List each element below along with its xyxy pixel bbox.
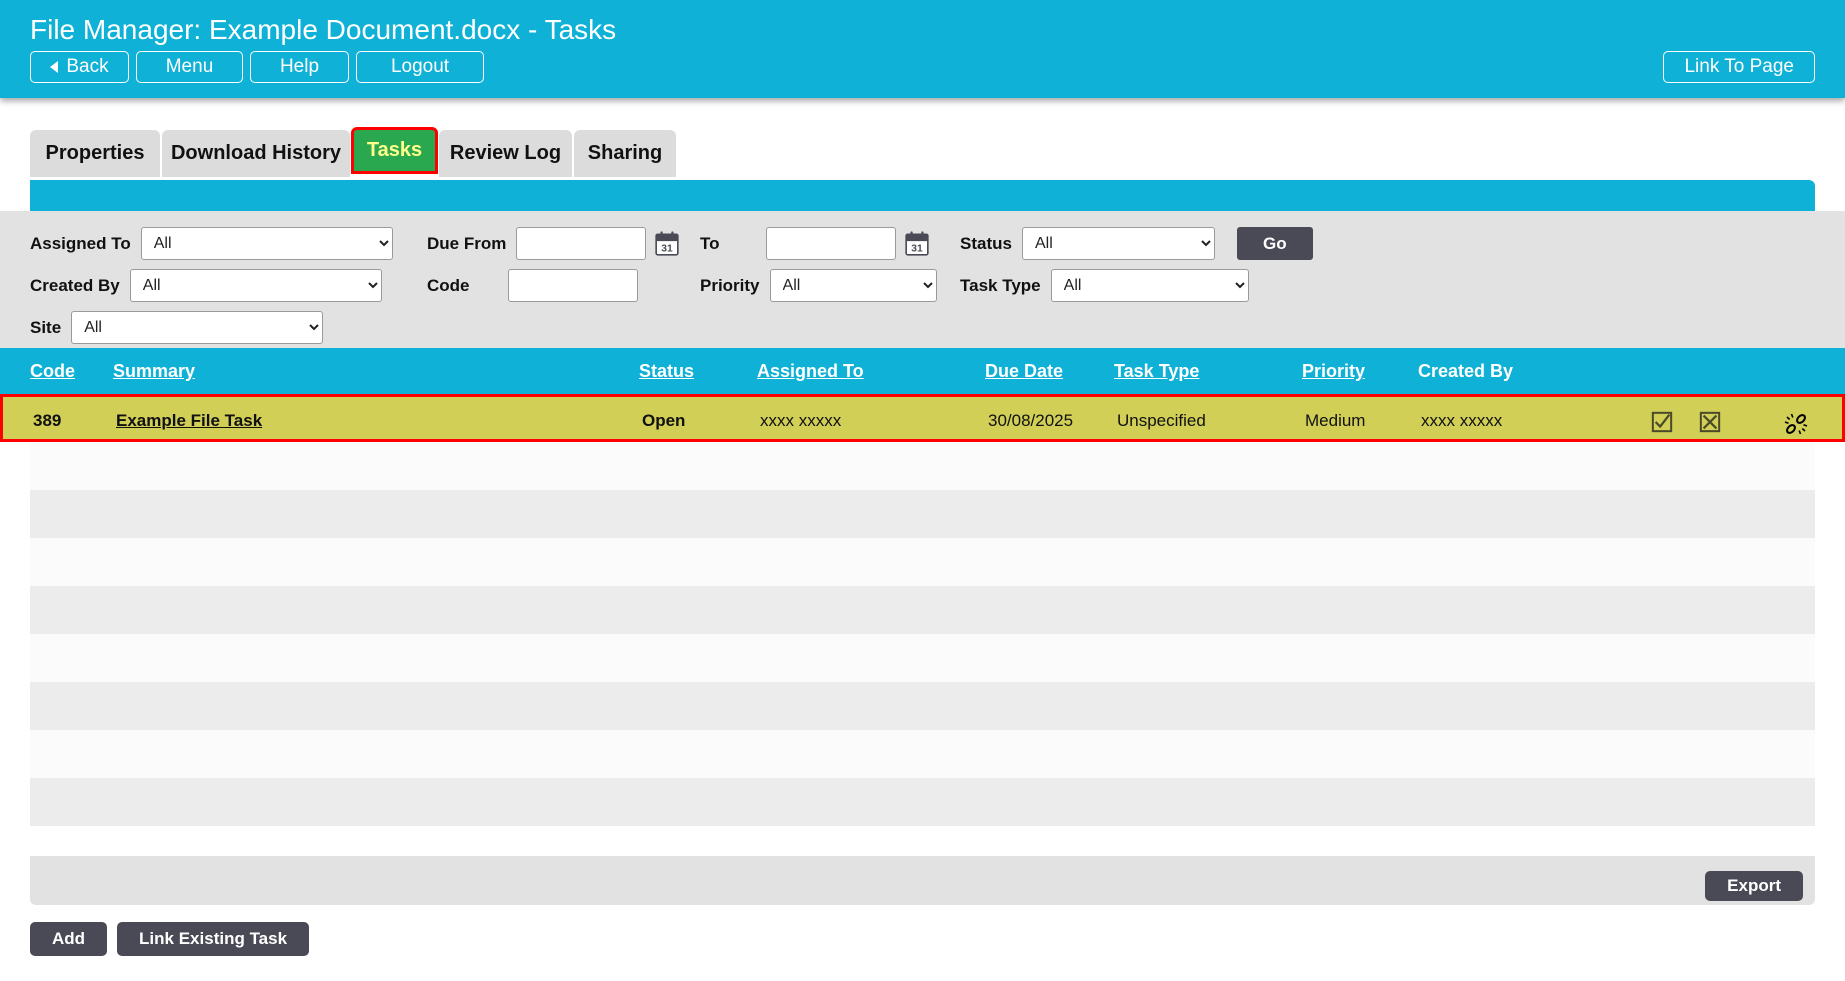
svg-text:31: 31 bbox=[911, 243, 923, 254]
svg-text:31: 31 bbox=[662, 243, 674, 254]
